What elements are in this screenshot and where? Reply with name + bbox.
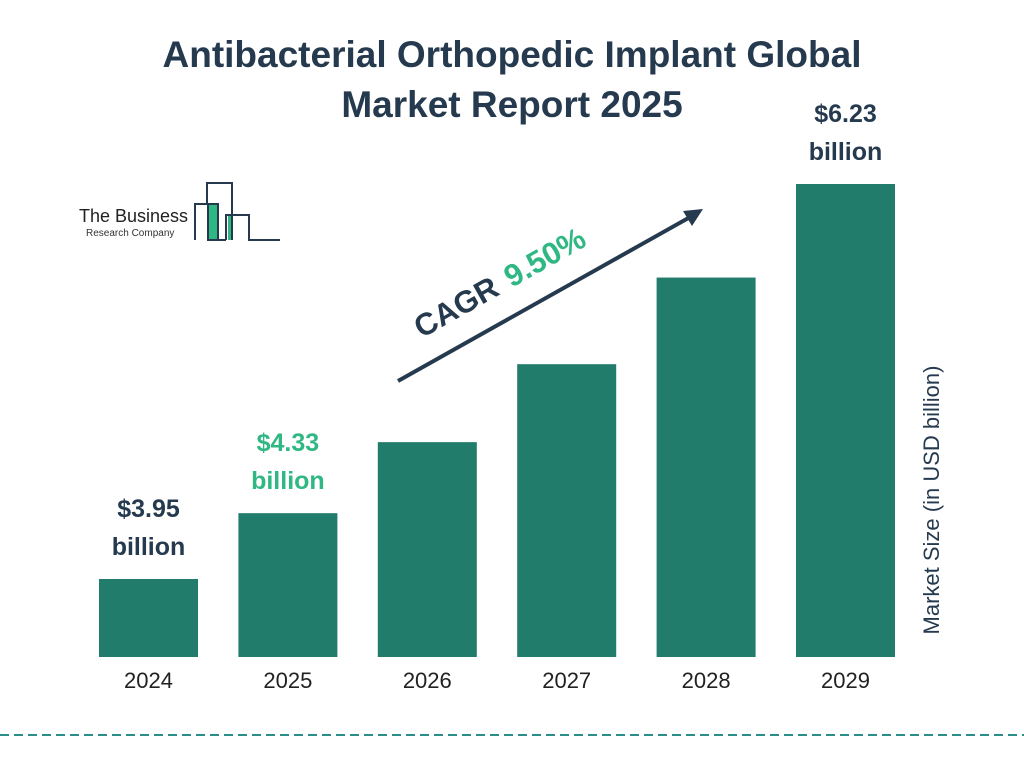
- data-label: $6.23: [814, 100, 877, 128]
- bar-2027: [517, 364, 617, 657]
- logo-text-line-1: The Business: [79, 206, 189, 226]
- bar-2026: [377, 442, 477, 657]
- y-axis-label: Market Size (in USD billion): [919, 365, 944, 635]
- chart-title: Antibacterial Orthopedic Implant Global …: [0, 30, 1024, 130]
- data-label: billion: [112, 533, 186, 561]
- x-tick-label: 2025: [263, 668, 312, 693]
- data-label: billion: [809, 138, 883, 166]
- x-tick-label: 2027: [542, 668, 591, 693]
- title-line-1: Antibacterial Orthopedic Implant Global: [162, 34, 862, 75]
- x-tick-label: 2029: [821, 668, 870, 693]
- logo-mark: [194, 182, 280, 241]
- data-label: billion: [251, 467, 325, 495]
- x-tick-label: 2026: [403, 668, 452, 693]
- logo-text-line-2: Research Company: [86, 228, 175, 239]
- data-label: $3.95: [117, 495, 180, 523]
- data-label: $4.33: [257, 429, 320, 457]
- x-tick-label: 2024: [124, 668, 173, 693]
- x-tick-label: 2028: [682, 668, 731, 693]
- bar-2024: [99, 579, 198, 657]
- bar-2028: [656, 277, 756, 657]
- bar-2025: [238, 513, 338, 657]
- bar-2029: [796, 184, 895, 657]
- cagr-arrow: [397, 209, 703, 383]
- title-line-2: Market Report 2025: [341, 84, 683, 125]
